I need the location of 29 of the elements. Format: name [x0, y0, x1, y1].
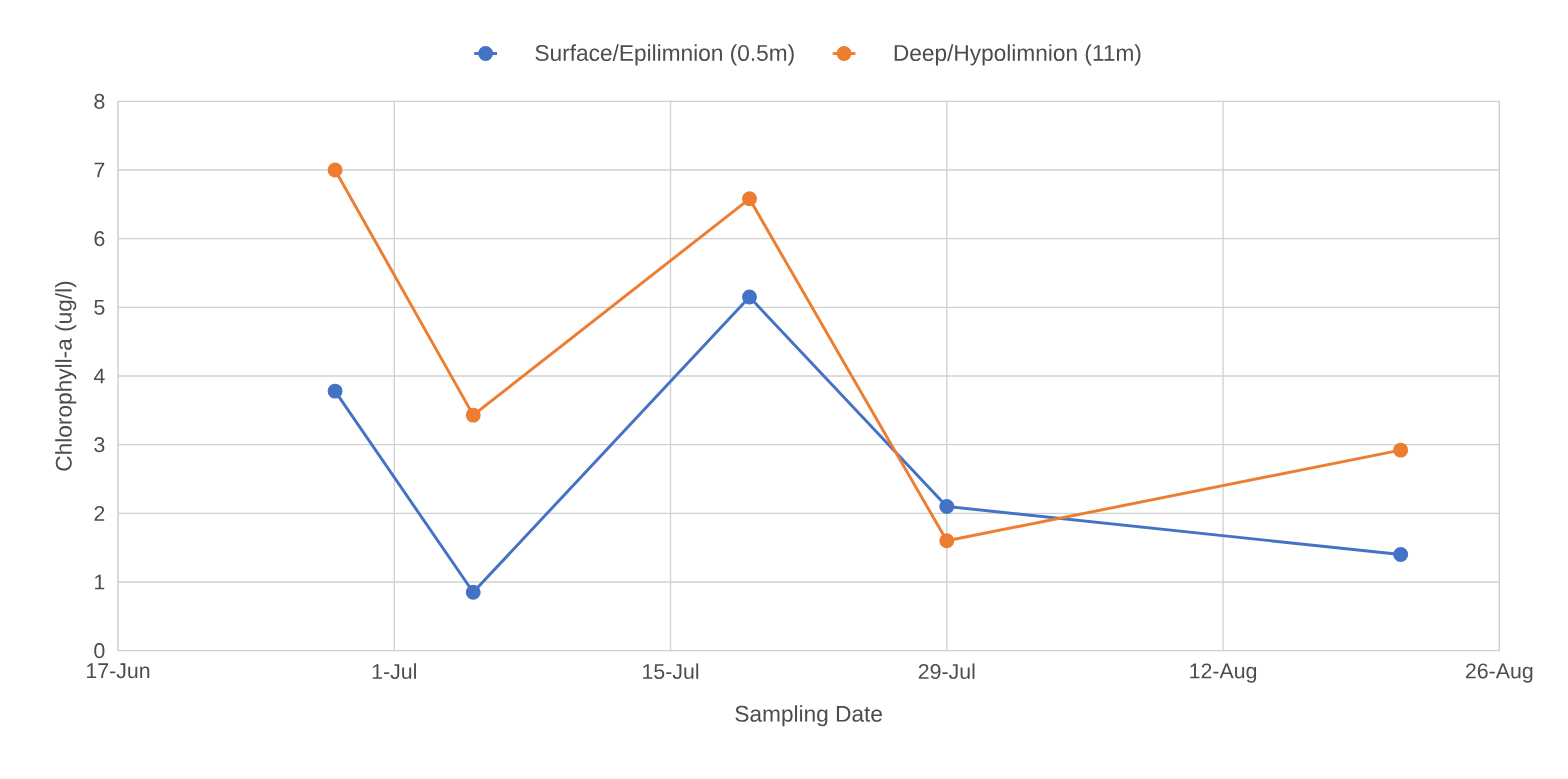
legend-label: Surface/Epilimnion (0.5m)	[535, 44, 794, 66]
point	[327, 162, 343, 178]
y-tick-label: 6	[94, 231, 105, 247]
x-tick-label: 12-Aug	[1190, 663, 1257, 683]
y-tick-label: 3	[94, 437, 105, 453]
y-tick-label: 1	[95, 574, 105, 590]
point	[742, 191, 757, 207]
legend-label: Deep/Hypolimnion (11m)	[894, 44, 1141, 66]
y-tick-label: 4	[93, 368, 105, 384]
x-tick-label: 29-Jul	[918, 663, 975, 680]
point	[465, 407, 481, 423]
point	[939, 499, 955, 515]
y-axis-title: Chlorophyll-a (ug/l)	[55, 281, 77, 471]
point	[1393, 442, 1409, 458]
x-tick-label: 1-Jul	[372, 663, 416, 680]
y-tick-label: 8	[94, 93, 105, 110]
x-tick-label: 26-Aug	[1466, 663, 1533, 683]
y-tick-label: 7	[94, 162, 105, 178]
y-tick-label: 0	[94, 643, 105, 659]
point	[939, 533, 955, 549]
point	[742, 289, 757, 305]
point	[1393, 547, 1409, 563]
x-tick-label: 15-Jul	[643, 663, 699, 680]
y-tick-label: 5	[94, 300, 105, 315]
y-tick-label: 2	[94, 506, 105, 521]
point	[327, 383, 343, 399]
x-tick-label: 17-Jun	[87, 663, 150, 679]
point	[465, 584, 481, 600]
x-axis-title: Sampling Date	[735, 705, 882, 727]
